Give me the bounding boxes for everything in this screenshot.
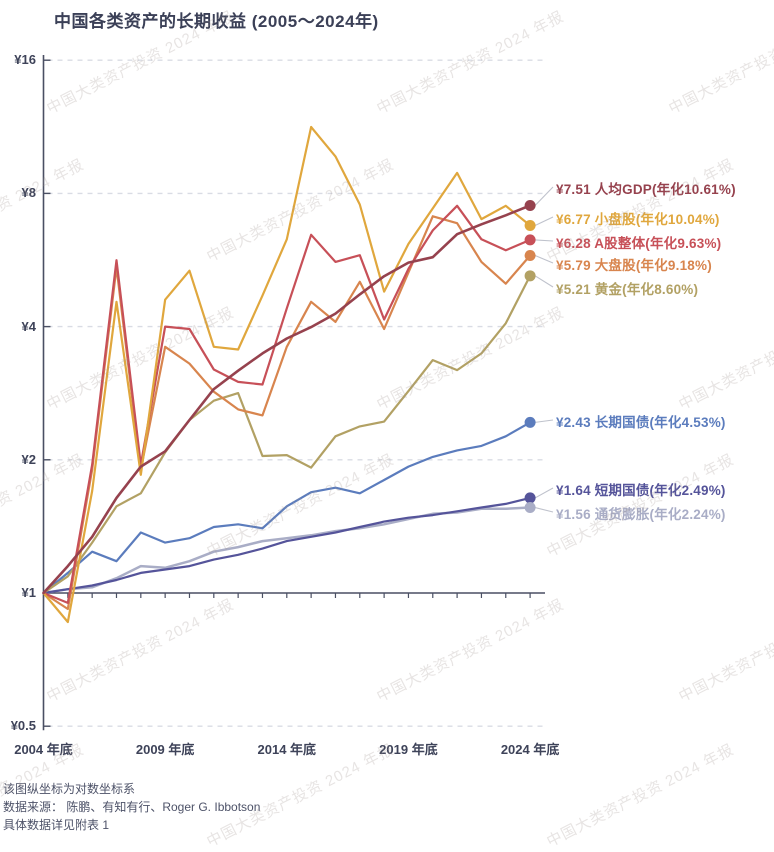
footer-note-appendix: 具体数据详见附表 1 <box>3 818 110 832</box>
series-end-dot-inflation <box>524 502 536 514</box>
y-axis-label: ¥1 <box>21 585 36 600</box>
series-label-large_cap: ¥5.79 大盘股(年化9.18%) <box>556 258 712 273</box>
y-axis-label: ¥16 <box>14 52 36 68</box>
y-axis-label: ¥2 <box>21 451 36 467</box>
label-connector-inflation <box>534 507 554 513</box>
series-end-dot-gold <box>524 270 536 282</box>
footer-note-log-scale: 该图纵坐标为对数坐标系 <box>3 782 136 796</box>
series-end-dot-gdp <box>524 200 536 212</box>
series-line-long_bond <box>42 421 532 595</box>
label-connector-large_cap <box>534 255 554 264</box>
series-line-short_bond <box>42 496 532 595</box>
x-axis-label: 2014 年底 <box>257 742 317 757</box>
series-end-dot-small_cap <box>524 219 536 231</box>
x-axis-label: 2009 年底 <box>135 742 195 757</box>
label-connector-gdp <box>534 186 554 206</box>
series-label-short_bond: ¥1.64 短期国债(年化2.49%) <box>556 483 726 498</box>
series-label-a_share: ¥6.28 A股整体(年化9.63%) <box>556 236 722 251</box>
label-connector-a_share <box>535 239 554 242</box>
footer-notes: 该图纵坐标为对数坐标系 数据来源： 陈鹏、有知有行、Roger G. Ibbot… <box>3 780 260 834</box>
series-label-gold: ¥5.21 黄金(年化8.60%) <box>556 282 699 297</box>
footer-note-data-source: 数据来源： 陈鹏、有知有行、Roger G. Ibbotson <box>3 800 261 814</box>
series-line-large_cap <box>42 215 532 611</box>
x-axis-label: 2004 年底 <box>14 742 73 757</box>
label-connector-long_bond <box>535 419 554 423</box>
series-line-gold <box>42 274 532 595</box>
y-axis-label: ¥8 <box>21 185 36 201</box>
series-end-dot-a_share <box>524 234 536 246</box>
series-line-small_cap <box>42 125 532 624</box>
label-connector-small_cap <box>534 216 554 226</box>
y-axis-label: ¥0.5 <box>10 718 36 734</box>
series-label-gdp: ¥7.51 人均GDP(年化10.61%) <box>556 182 736 197</box>
series-end-dot-short_bond <box>524 492 536 504</box>
label-connector-short_bond <box>534 487 554 499</box>
series-label-small_cap: ¥6.77 小盘股(年化10.04%) <box>556 212 720 227</box>
label-connector-gold <box>534 275 554 288</box>
x-axis-label: 2024 年底 <box>500 742 560 757</box>
series-line-gdp <box>42 204 532 595</box>
x-axis-label: 2019 年底 <box>379 742 438 757</box>
series-label-long_bond: ¥2.43 长期国债(年化4.53%) <box>556 415 726 430</box>
series-end-dot-large_cap <box>524 250 536 262</box>
chart-title: 中国各类资产的长期收益 (2005～2024年) <box>54 12 379 31</box>
y-axis-label: ¥4 <box>21 318 36 334</box>
series-end-dot-long_bond <box>524 416 536 428</box>
series-label-inflation: ¥1.56 通货膨胀(年化2.24%) <box>556 507 726 522</box>
series-line-a_share <box>42 204 532 605</box>
